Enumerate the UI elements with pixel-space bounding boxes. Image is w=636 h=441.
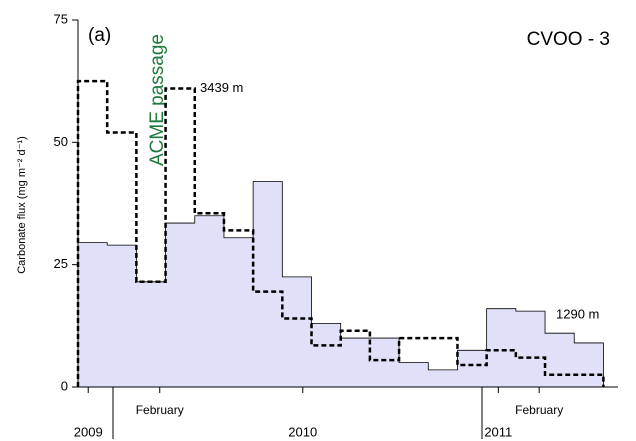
year-tick-label: 2011 (484, 424, 512, 439)
y-tick-label: 75 (54, 11, 68, 26)
series-label: 3439 m (200, 80, 243, 95)
step-area (77, 181, 604, 388)
series-label: 1290 m (556, 307, 599, 322)
station-label: CVOO - 3 (527, 29, 610, 50)
step-line (76, 79, 605, 387)
y-tick-label: 0 (61, 378, 68, 393)
year-tick-label: 2010 (288, 424, 317, 439)
y-tick-label: 25 (54, 256, 68, 271)
panel-label: (a) (88, 25, 111, 46)
month-tick-label: February (136, 403, 184, 417)
event-label: ACME passage (147, 34, 168, 166)
month-tick-label: February (515, 403, 563, 417)
year-tick-label: 2009 (74, 424, 103, 439)
y-tick-label: 50 (54, 134, 68, 149)
y-axis-label: Carbonate flux (mg m⁻² d⁻¹) (16, 136, 28, 274)
